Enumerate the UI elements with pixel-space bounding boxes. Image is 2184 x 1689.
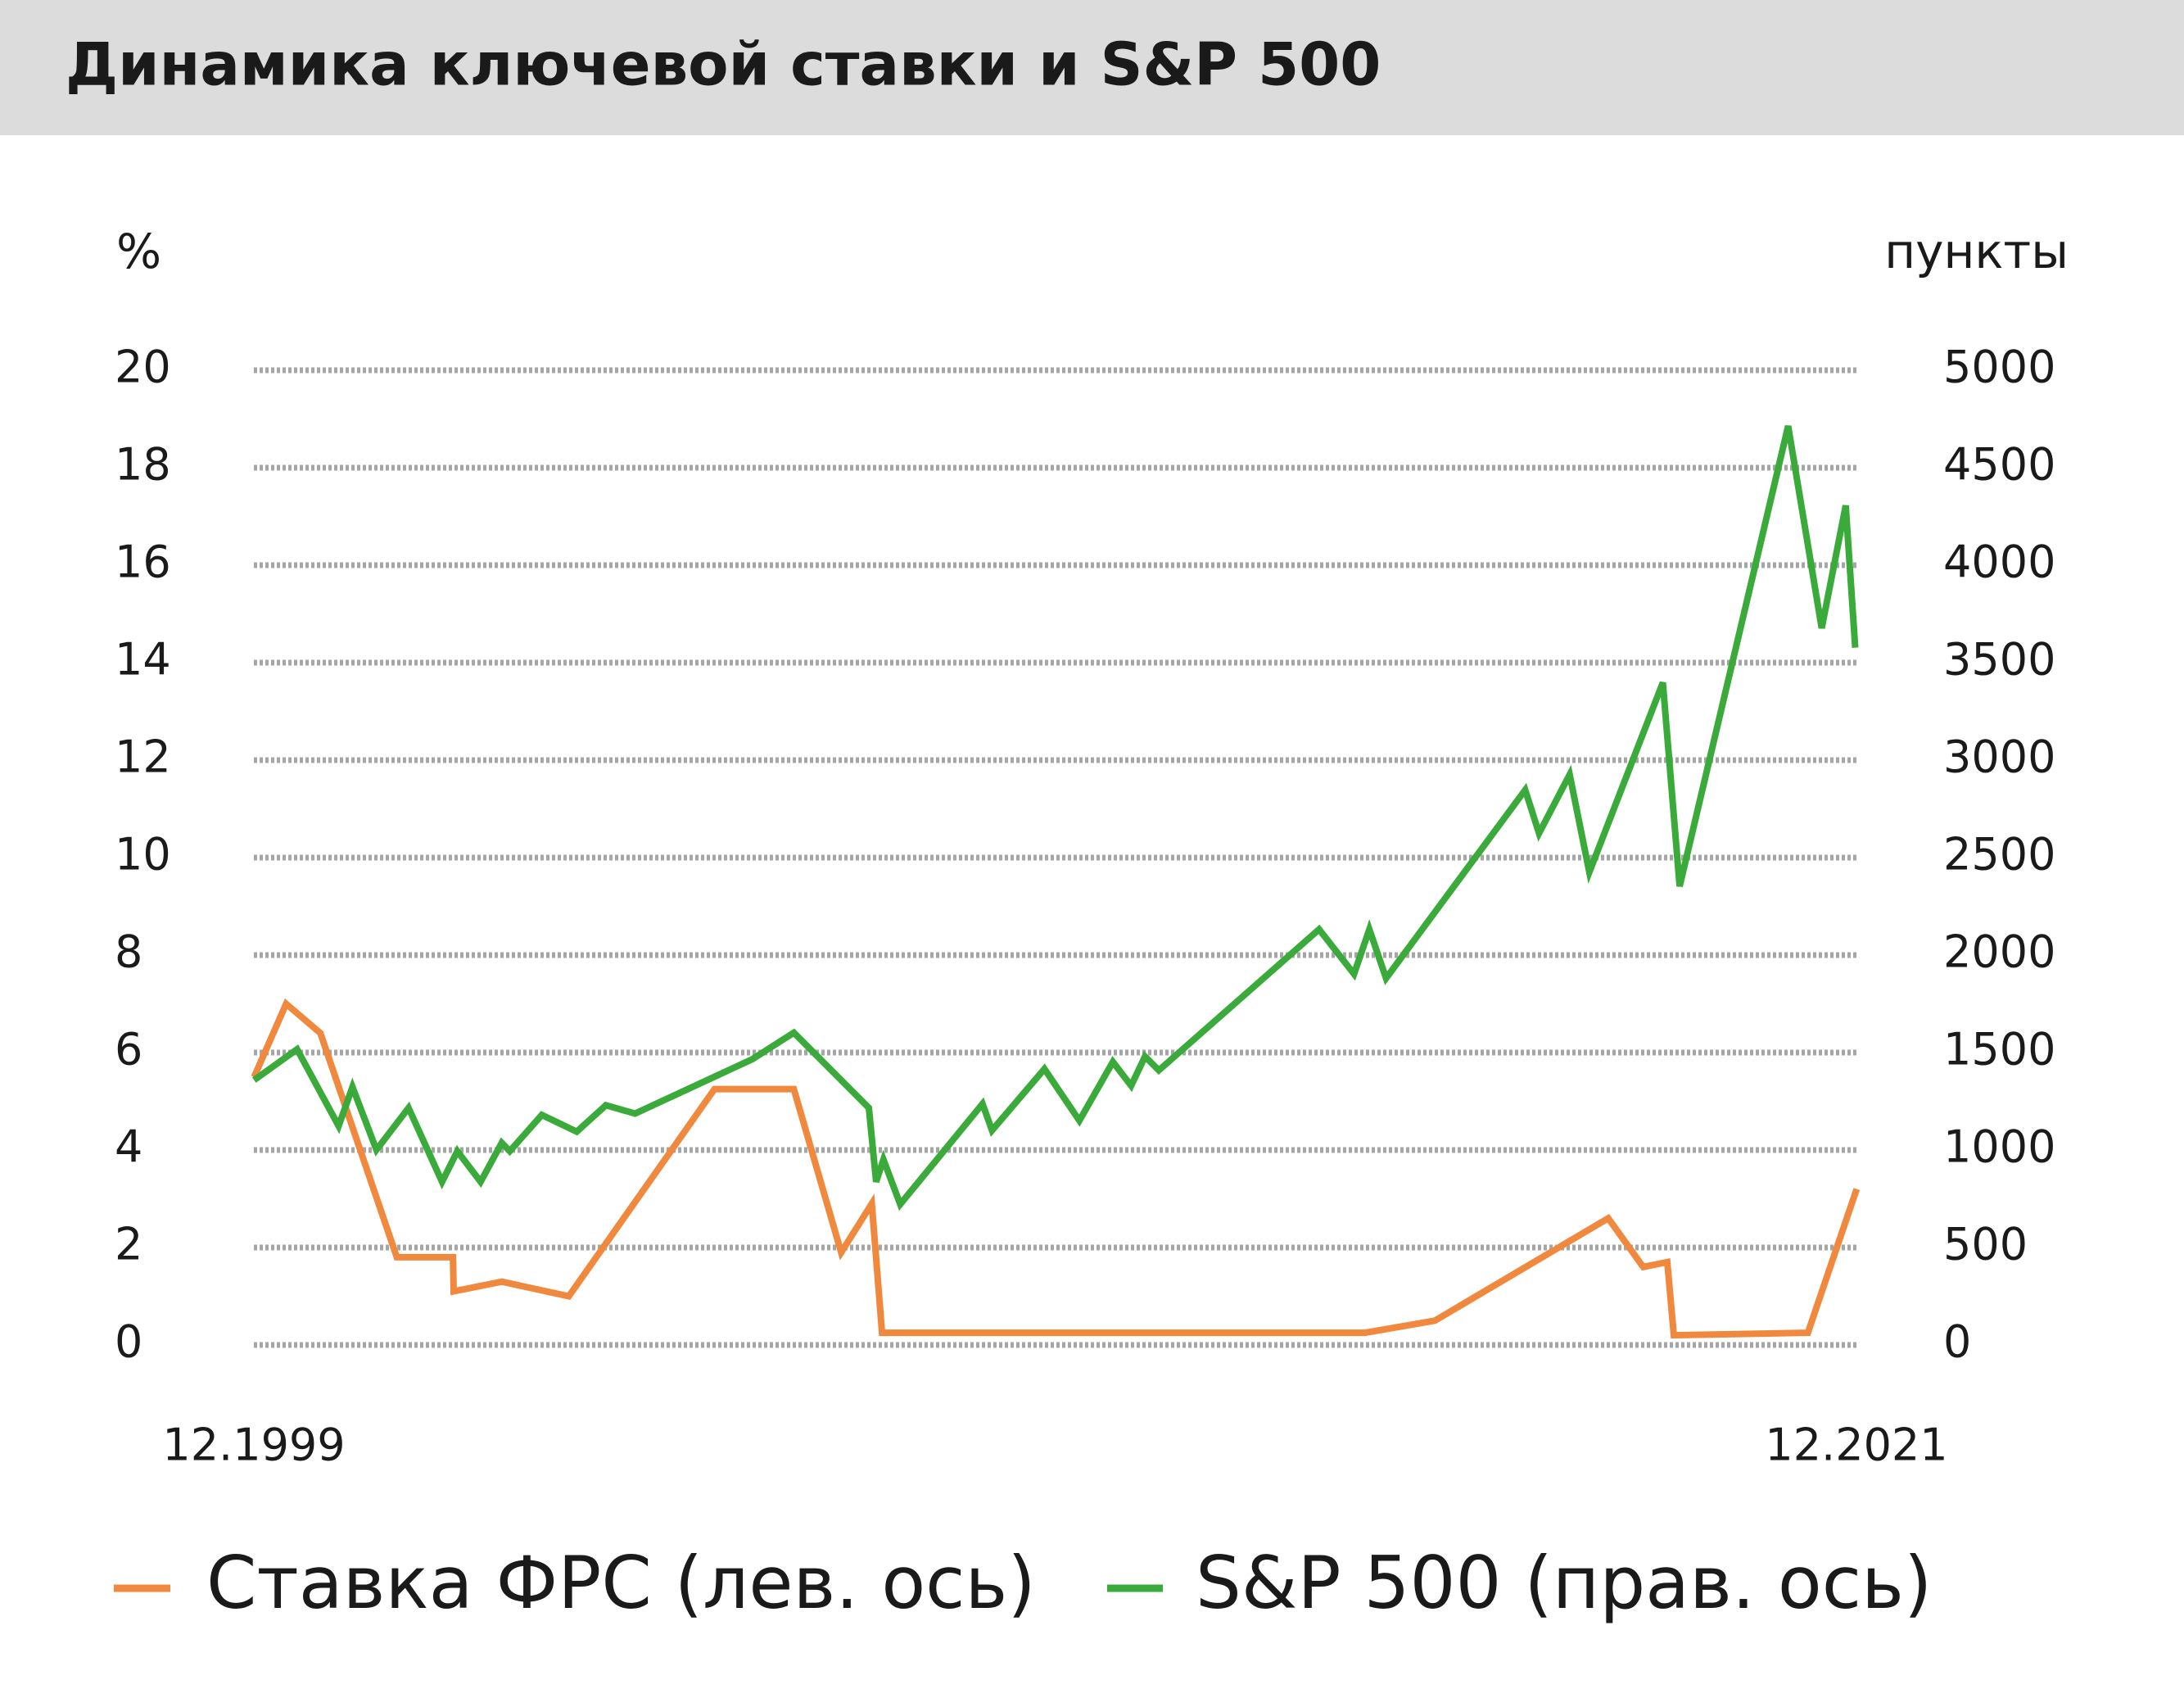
y-tick-label: 20 xyxy=(115,342,171,393)
y-tick-label: 16 xyxy=(115,537,171,588)
legend-label: Ставка ФРС (лев. ось) xyxy=(206,1541,1036,1625)
y-tick-label: 4 xyxy=(115,1121,142,1173)
y2-tick-label: 4000 xyxy=(1943,537,2055,588)
legend-label: S&P 500 (прав. ось) xyxy=(1196,1541,1932,1625)
y-tick-label: 12 xyxy=(115,731,171,783)
y-tick-label: 18 xyxy=(115,439,171,491)
header-band xyxy=(0,0,2184,135)
y2-tick-label: 2500 xyxy=(1943,829,2055,881)
y2-tick-label: 2000 xyxy=(1943,926,2055,978)
x-tick-label: 12.2021 xyxy=(1765,1420,1947,1471)
series-line xyxy=(251,425,1859,1211)
y2-tick-label: 4500 xyxy=(1943,439,2055,491)
y2-tick-label: 1000 xyxy=(1943,1121,2055,1173)
y-tick-label: 2 xyxy=(115,1219,142,1270)
y-tick-label: 10 xyxy=(115,829,171,881)
y-tick-label: 0 xyxy=(115,1316,142,1368)
y2-tick-label: 3500 xyxy=(1943,634,2055,686)
y-tick-label: 8 xyxy=(115,926,142,978)
y-axis-label: % xyxy=(116,224,161,279)
y2-tick-label: 1500 xyxy=(1943,1024,2055,1075)
y-tick-label: 14 xyxy=(115,634,171,686)
y2-axis-label: пункты xyxy=(1884,224,2069,279)
y-tick-label: 6 xyxy=(115,1024,142,1075)
y2-tick-label: 0 xyxy=(1943,1316,1971,1368)
x-tick-label: 12.1999 xyxy=(162,1420,345,1471)
chart-title: Динамика ключевой ставки и S&P 500 xyxy=(66,30,1381,99)
y2-tick-label: 3000 xyxy=(1943,731,2055,783)
series-line xyxy=(251,998,1861,1339)
y2-tick-label: 5000 xyxy=(1943,342,2055,393)
y2-tick-label: 500 xyxy=(1943,1219,2028,1270)
